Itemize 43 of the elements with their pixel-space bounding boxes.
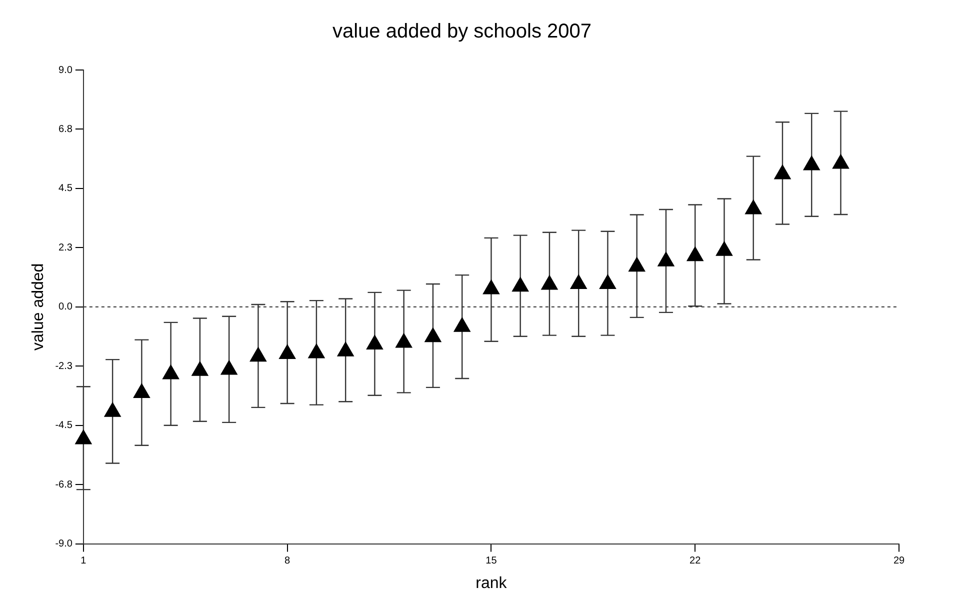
point	[482, 280, 500, 294]
point	[686, 246, 704, 262]
y-axis-title: value added	[30, 263, 48, 350]
y-tick-label: 9.0	[58, 64, 73, 76]
point	[512, 277, 529, 292]
y-tick-label: 0.0	[58, 302, 73, 313]
point	[162, 364, 180, 380]
point	[337, 342, 354, 356]
point	[541, 275, 558, 290]
point	[192, 361, 208, 376]
x-tick-label: 22	[690, 556, 702, 567]
x-axis-title: rank	[476, 574, 508, 592]
point	[745, 200, 762, 214]
y-tick-label: 6.8	[58, 124, 73, 135]
y-tick-label: -6.8	[55, 479, 73, 490]
point	[803, 156, 820, 170]
y-tick-label: -4.5	[55, 420, 73, 432]
point	[658, 252, 674, 266]
point	[424, 328, 442, 342]
point	[832, 154, 850, 169]
point	[454, 317, 470, 332]
x-tick-label: 8	[284, 556, 291, 567]
point	[104, 402, 121, 417]
point	[220, 360, 238, 375]
x-tick-label: 1	[80, 556, 87, 567]
y-tick-label: -2.3	[55, 360, 73, 372]
x-tick-label: 15	[486, 556, 498, 567]
point	[774, 164, 791, 180]
point	[133, 383, 150, 398]
x-tick-label: 29	[893, 556, 905, 567]
point	[570, 274, 587, 289]
point	[599, 274, 616, 289]
point	[250, 347, 266, 362]
point	[279, 344, 296, 360]
chart-title: value added by schools 2007	[332, 20, 592, 43]
point	[396, 333, 412, 348]
point	[308, 344, 325, 358]
y-tick-label: 2.3	[58, 242, 73, 254]
point	[628, 257, 646, 272]
point	[366, 335, 383, 350]
point	[716, 241, 733, 256]
y-tick-label: 4.5	[58, 183, 73, 194]
y-tick-label: -9.0	[55, 538, 73, 550]
